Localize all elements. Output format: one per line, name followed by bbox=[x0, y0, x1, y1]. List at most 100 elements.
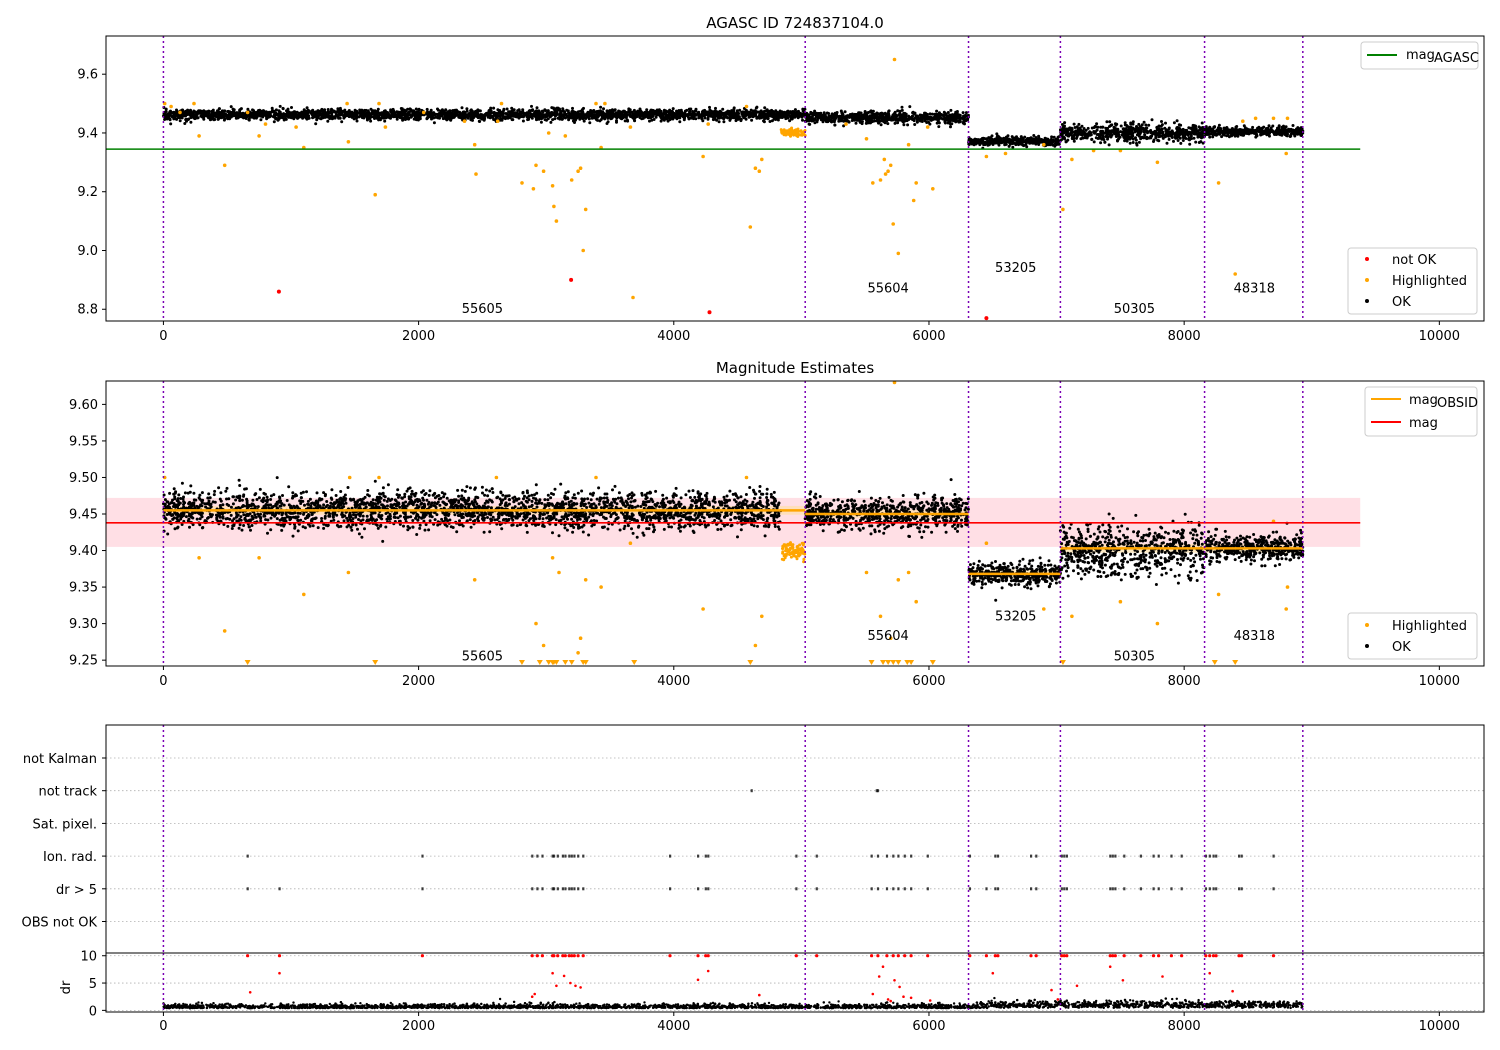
ok-point bbox=[694, 117, 698, 121]
ok-point bbox=[477, 109, 481, 113]
ok-point bbox=[501, 114, 505, 118]
ok-point bbox=[478, 120, 482, 123]
ok-point bbox=[1106, 130, 1110, 134]
ok-point bbox=[721, 107, 725, 111]
ok-point bbox=[204, 112, 208, 116]
ok-point bbox=[1130, 134, 1134, 137]
ok-point bbox=[1218, 132, 1222, 136]
ok-point bbox=[833, 123, 837, 127]
ok-point bbox=[234, 114, 238, 118]
ok-point bbox=[1212, 125, 1216, 129]
ok-point bbox=[1074, 129, 1078, 133]
ok-point bbox=[469, 111, 473, 114]
ok-point bbox=[1025, 137, 1029, 141]
ok-point bbox=[974, 142, 978, 146]
ok-point bbox=[862, 115, 866, 118]
ok-point bbox=[186, 118, 190, 121]
ok-point bbox=[1244, 130, 1247, 134]
ok-point bbox=[495, 112, 499, 116]
ok-point bbox=[425, 116, 429, 120]
ok-point bbox=[1147, 123, 1151, 127]
ok-point bbox=[1060, 132, 1064, 136]
ok-point bbox=[690, 112, 694, 116]
ok-point bbox=[326, 108, 330, 111]
ok-point bbox=[1291, 124, 1295, 127]
ok-point bbox=[1081, 136, 1085, 140]
ok-point bbox=[1154, 136, 1158, 140]
ok-point bbox=[677, 109, 681, 112]
ok-point bbox=[760, 116, 764, 119]
ok-point bbox=[1181, 139, 1185, 142]
ok-point bbox=[937, 125, 941, 129]
ok-point bbox=[164, 107, 168, 111]
ok-point bbox=[790, 112, 794, 116]
ok-point bbox=[628, 114, 632, 118]
ok-point bbox=[1062, 136, 1066, 140]
ok-point bbox=[1240, 133, 1244, 137]
ok-point bbox=[715, 118, 719, 122]
ok-point bbox=[896, 121, 900, 125]
ok-point bbox=[305, 106, 309, 110]
ok-point bbox=[273, 112, 277, 116]
ok-point bbox=[458, 115, 462, 119]
ok-point bbox=[1150, 118, 1154, 122]
ok-point bbox=[1103, 140, 1107, 144]
ok-point bbox=[708, 105, 711, 109]
ok-point bbox=[1088, 131, 1091, 135]
ok-point bbox=[813, 109, 817, 113]
ok-point bbox=[461, 111, 465, 115]
ok-point bbox=[290, 115, 294, 119]
ok-point bbox=[1066, 127, 1070, 131]
ok-point bbox=[887, 112, 891, 116]
ok-point bbox=[366, 117, 369, 121]
highlighted-point bbox=[796, 127, 800, 131]
ok-point bbox=[491, 114, 494, 118]
ok-point bbox=[600, 113, 604, 117]
ok-point bbox=[379, 111, 383, 115]
ok-point bbox=[168, 118, 172, 122]
ok-point bbox=[1198, 127, 1202, 131]
ok-point bbox=[689, 107, 693, 111]
ok-point bbox=[717, 116, 721, 120]
ok-point bbox=[648, 119, 651, 123]
ok-point bbox=[1072, 122, 1076, 126]
ok-point bbox=[719, 113, 723, 117]
ok-point bbox=[728, 118, 732, 122]
ok-point bbox=[1189, 134, 1193, 138]
ok-point bbox=[1143, 133, 1147, 136]
ok-point bbox=[444, 112, 448, 116]
ok-point bbox=[601, 110, 605, 114]
ok-point bbox=[1095, 122, 1099, 126]
ok-point bbox=[1059, 128, 1062, 132]
ok-point bbox=[1160, 127, 1164, 131]
ok-point bbox=[605, 122, 609, 125]
ok-point bbox=[389, 114, 393, 118]
ok-point bbox=[559, 117, 563, 121]
ok-point bbox=[1064, 140, 1068, 143]
ok-point bbox=[1071, 130, 1075, 134]
ok-point bbox=[713, 109, 717, 113]
ok-point bbox=[815, 113, 819, 117]
ok-point bbox=[1123, 130, 1127, 134]
ok-point bbox=[953, 116, 956, 120]
ok-point bbox=[754, 106, 758, 110]
ok-point bbox=[678, 115, 681, 119]
ok-point bbox=[936, 115, 939, 119]
ok-point bbox=[537, 113, 541, 117]
ok-point bbox=[1175, 127, 1179, 131]
ok-point bbox=[747, 113, 751, 117]
ok-point bbox=[450, 113, 454, 117]
ok-point bbox=[956, 119, 960, 123]
ok-point bbox=[967, 143, 971, 146]
ok-point bbox=[870, 110, 874, 114]
ok-point bbox=[961, 111, 965, 115]
ok-point bbox=[483, 112, 487, 116]
ok-point bbox=[497, 109, 501, 113]
ok-point bbox=[1230, 127, 1234, 130]
ok-point bbox=[775, 115, 779, 118]
ok-point bbox=[634, 114, 637, 118]
ok-point bbox=[1187, 126, 1191, 130]
ok-point bbox=[1137, 140, 1141, 144]
ok-point bbox=[903, 113, 907, 117]
ok-point bbox=[1094, 130, 1098, 134]
